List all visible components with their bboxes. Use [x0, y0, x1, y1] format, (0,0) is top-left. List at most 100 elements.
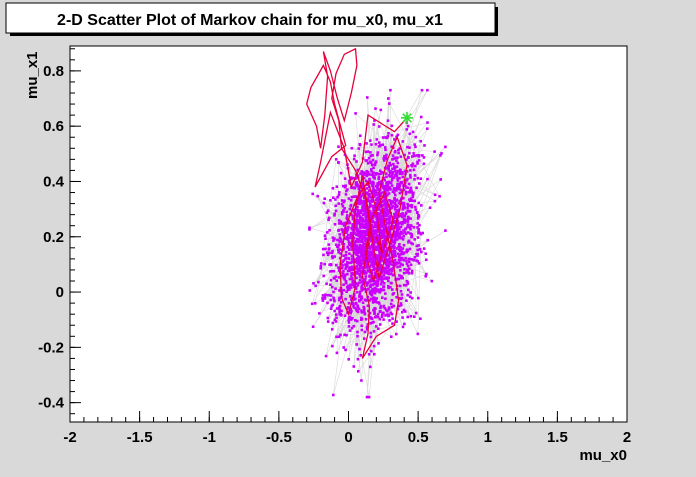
sample-point: [349, 236, 353, 239]
sample-point: [396, 179, 400, 182]
sample-point: [366, 162, 370, 165]
sample-point: [380, 231, 383, 235]
sample-point: [382, 227, 386, 230]
sample-point: [403, 215, 407, 218]
sample-point: [359, 230, 362, 233]
sample-point: [371, 158, 375, 162]
sample-point: [369, 365, 372, 369]
sample-point: [400, 251, 404, 254]
sample-point: [384, 297, 387, 300]
sample-point: [383, 210, 386, 214]
sample-point: [348, 269, 351, 273]
sample-point: [375, 248, 378, 252]
sample-point: [389, 242, 393, 245]
sample-point: [354, 282, 358, 285]
sample-point: [401, 276, 404, 280]
sample-point: [368, 213, 372, 217]
sample-point: [330, 304, 333, 308]
sample-point: [340, 292, 344, 296]
sample-point: [386, 313, 389, 316]
sample-point: [386, 134, 390, 138]
sample-point: [363, 239, 367, 242]
sample-point: [383, 155, 386, 158]
sample-point: [332, 393, 335, 397]
sample-point: [389, 302, 393, 306]
sample-point: [433, 193, 437, 197]
sample-point: [386, 227, 390, 231]
sample-point: [345, 231, 348, 234]
sample-point: [418, 224, 421, 227]
sample-point: [316, 194, 319, 198]
sample-point: [395, 320, 398, 323]
sample-point: [347, 287, 351, 291]
sample-point: [416, 176, 420, 180]
sample-point: [370, 200, 374, 203]
sample-point: [358, 198, 361, 201]
sample-point: [372, 166, 375, 170]
sample-point: [376, 182, 379, 185]
sample-point: [376, 282, 380, 285]
sample-point: [368, 290, 372, 293]
sample-point: [382, 233, 386, 236]
sample-point: [352, 176, 356, 180]
sample-point: [335, 335, 338, 339]
sample-point: [391, 293, 395, 296]
sample-point: [387, 262, 391, 265]
sample-point: [345, 333, 348, 337]
sample-point: [370, 170, 373, 173]
sample-point: [403, 169, 407, 173]
sample-point: [364, 275, 368, 278]
sample-point: [343, 221, 346, 225]
sample-point: [396, 229, 399, 232]
sample-point: [382, 191, 385, 194]
sample-point: [409, 217, 412, 220]
sample-point: [401, 325, 405, 329]
sample-point: [402, 214, 405, 217]
sample-point: [426, 127, 429, 130]
sample-point: [324, 293, 327, 297]
sample-point: [403, 228, 407, 231]
sample-point: [389, 286, 392, 289]
sample-point: [364, 220, 367, 223]
sample-point: [359, 240, 362, 243]
sample-point: [364, 208, 367, 211]
sample-point: [360, 379, 363, 382]
sample-point: [327, 293, 330, 297]
sample-point: [367, 234, 371, 237]
sample-point: [386, 194, 389, 197]
sample-point: [402, 243, 406, 247]
sample-point: [367, 256, 370, 259]
sample-point: [378, 302, 381, 305]
sample-point: [355, 229, 359, 233]
sample-point: [388, 102, 391, 105]
sample-point: [398, 185, 401, 188]
sample-point: [360, 252, 363, 256]
sample-point: [401, 252, 405, 256]
sample-point: [346, 245, 350, 249]
sample-point: [398, 199, 401, 203]
sample-point: [359, 134, 362, 137]
sample-point: [395, 159, 398, 162]
sample-point: [416, 236, 420, 239]
sample-point: [374, 237, 377, 240]
x-axis-label: mu_x0: [579, 447, 627, 464]
sample-point: [405, 271, 408, 274]
sample-point: [410, 205, 413, 209]
sample-point: [340, 240, 344, 244]
sample-point: [339, 301, 343, 304]
sample-point: [363, 173, 367, 176]
sample-point: [388, 186, 391, 189]
sample-point: [398, 253, 401, 257]
sample-point: [358, 236, 362, 239]
sample-point: [376, 200, 380, 204]
sample-point: [402, 235, 405, 238]
sample-point: [361, 252, 365, 255]
sample-point: [388, 175, 392, 178]
sample-point: [342, 247, 345, 251]
sample-point: [312, 282, 315, 285]
sample-point: [345, 290, 348, 293]
sample-point: [350, 309, 353, 313]
sample-point: [417, 215, 421, 218]
sample-point: [375, 315, 378, 318]
sample-point: [382, 230, 386, 234]
